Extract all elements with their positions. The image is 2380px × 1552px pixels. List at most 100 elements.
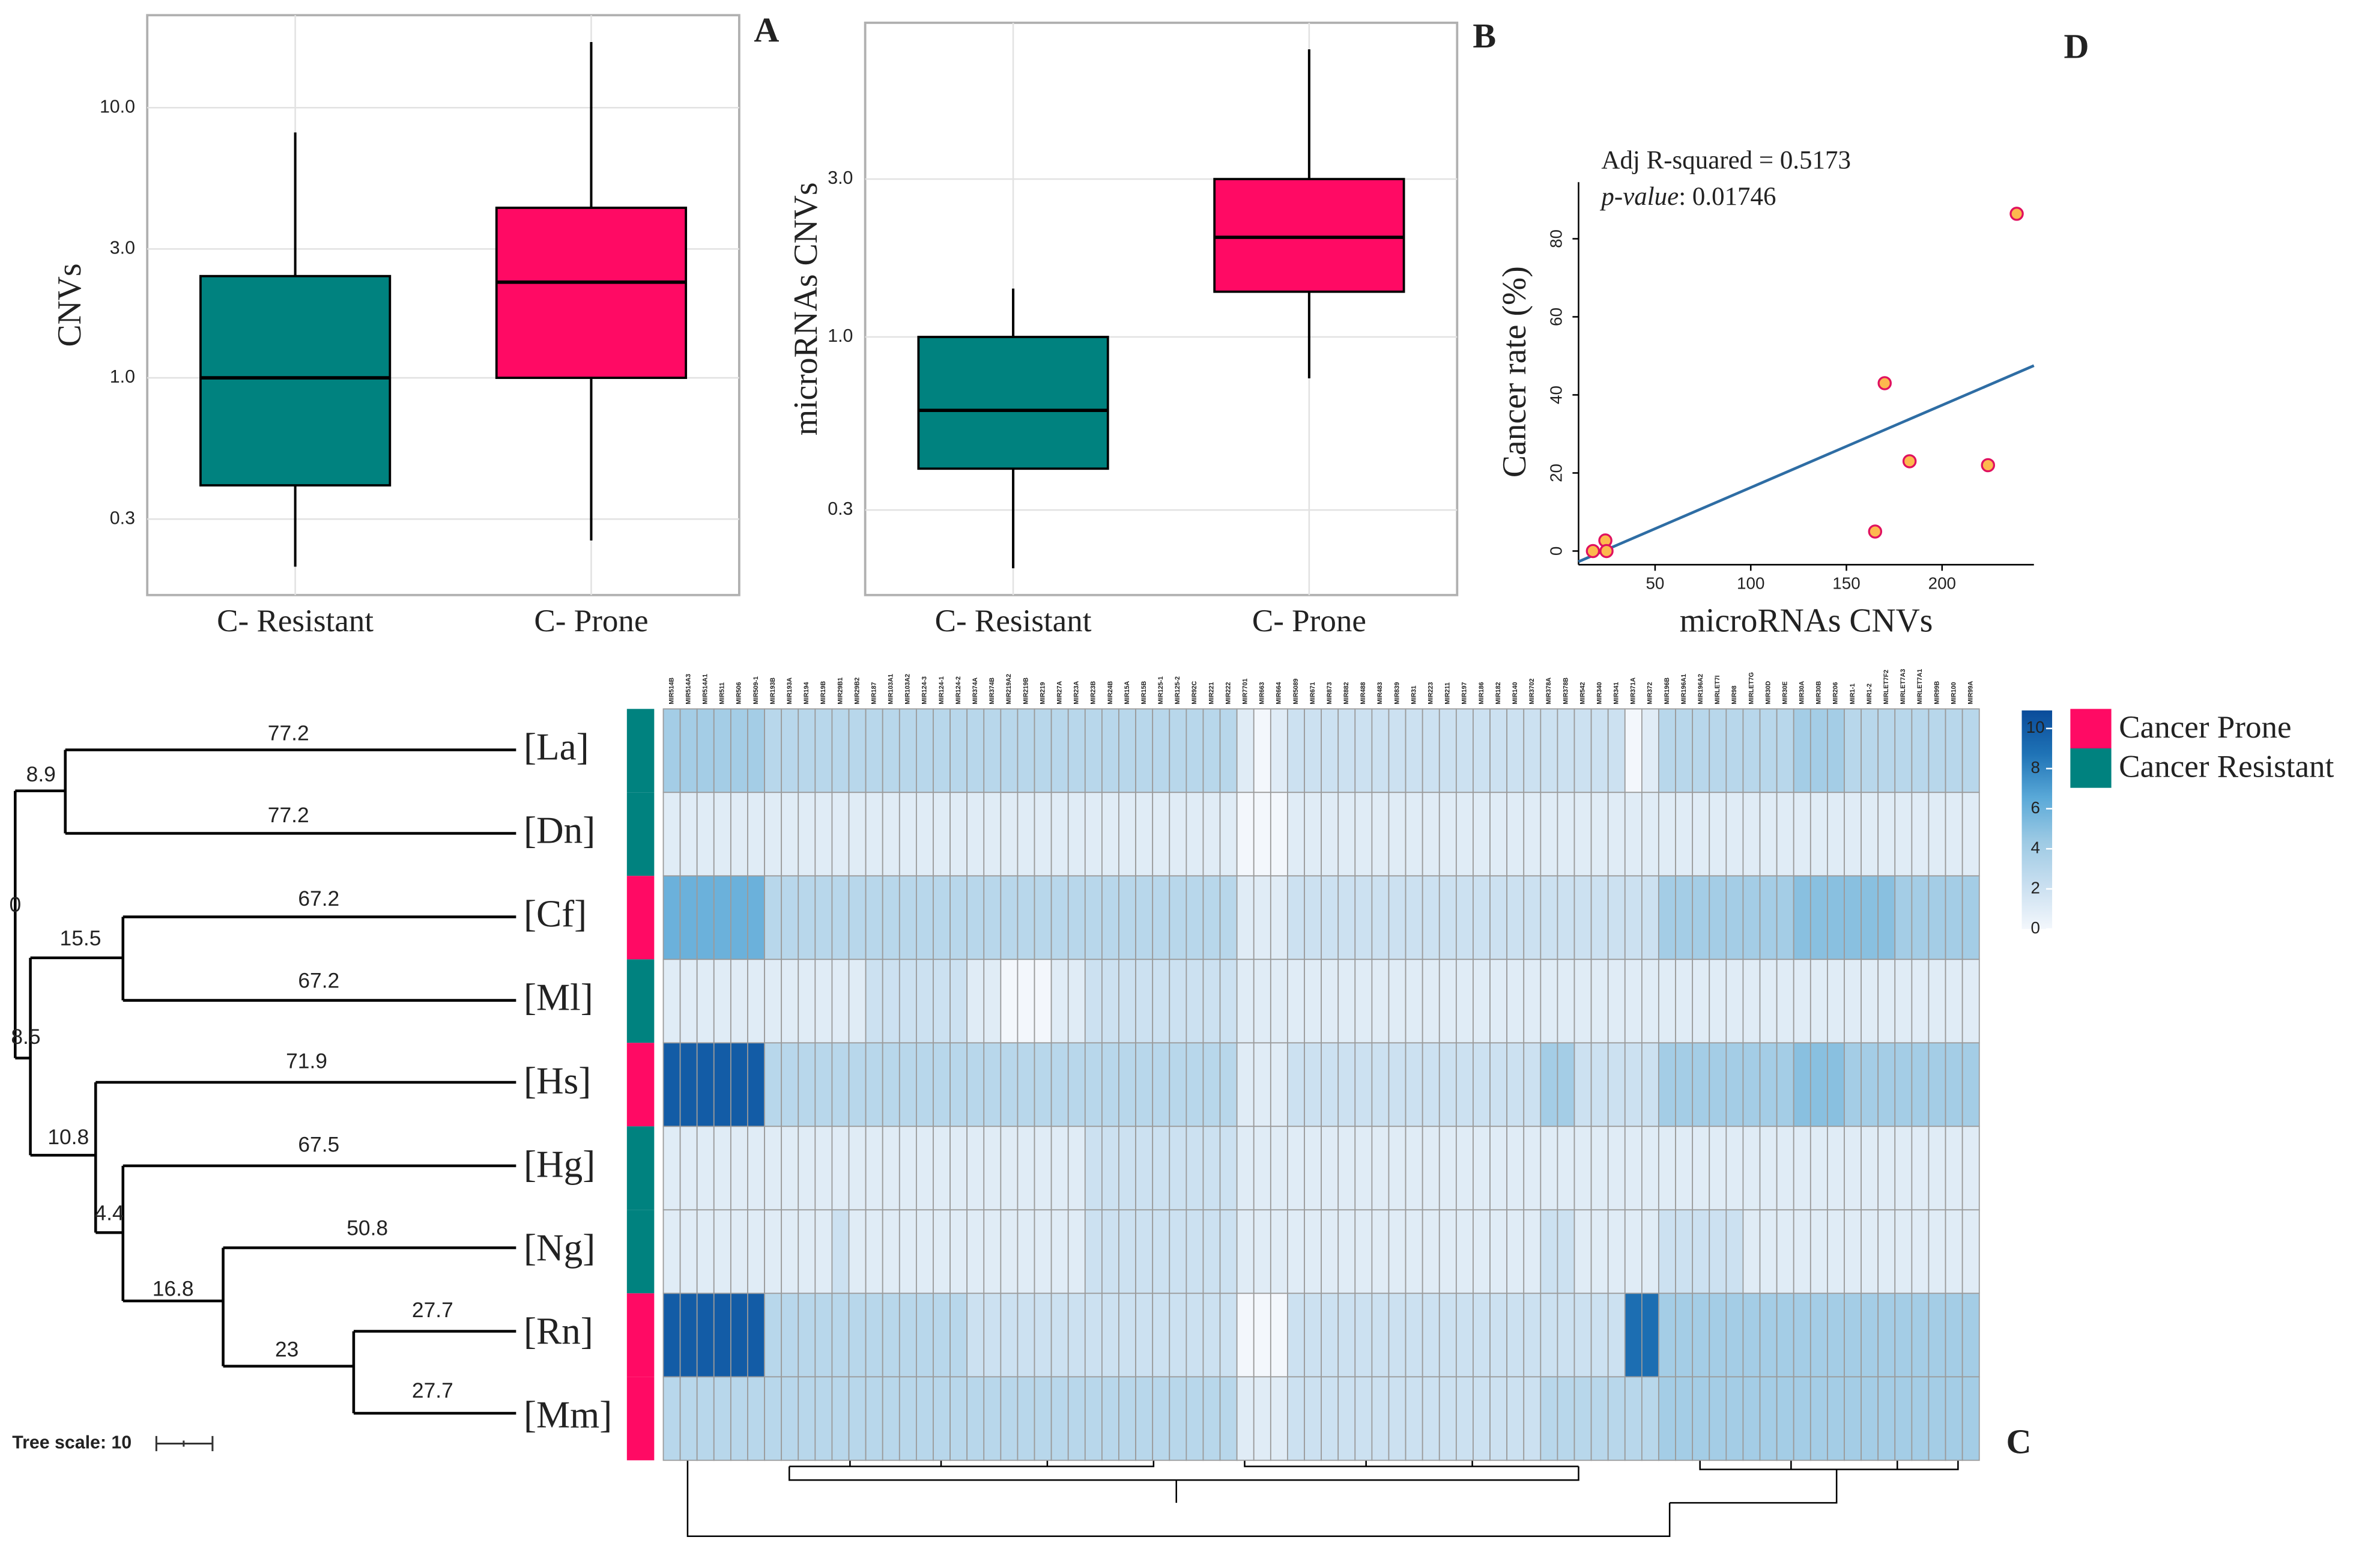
heatmap-cell	[1084, 1293, 1103, 1378]
heatmap-cell	[1422, 1376, 1440, 1461]
p-value: : 0.01746	[1679, 183, 1776, 211]
heatmap-cell	[1034, 1293, 1052, 1378]
column-label: MIR186	[1478, 682, 1485, 704]
heatmap-cell	[1084, 875, 1103, 960]
column-label: MIR506	[736, 682, 743, 704]
heatmap-cell	[662, 875, 681, 960]
heatmap-cell	[1388, 1293, 1407, 1378]
annotation: Adj R-squared = 0.5173	[1601, 146, 1851, 174]
heatmap-cell	[1489, 792, 1508, 877]
column-label: MIR19B	[820, 681, 827, 704]
heatmap-cell	[848, 1376, 867, 1461]
y-tick-label: 0.3	[828, 499, 853, 519]
heatmap-cell	[898, 1042, 917, 1127]
heatmap-cell	[1827, 1209, 1845, 1294]
colorbar	[2021, 710, 2053, 929]
heatmap-cell	[1185, 1209, 1204, 1294]
heatmap-cell	[1759, 792, 1778, 877]
heatmap-cell	[1287, 1376, 1305, 1461]
heatmap-cell	[1928, 1126, 1946, 1211]
heatmap-cell	[1675, 1209, 1694, 1294]
heatmap-cell	[1793, 1042, 1811, 1127]
heatmap-cell	[1607, 1042, 1626, 1127]
heatmap-cell	[814, 875, 833, 960]
heatmap-cell	[1321, 708, 1339, 793]
heatmap-cell	[1489, 1126, 1508, 1211]
heatmap-cell	[1675, 1376, 1694, 1461]
heatmap-cell	[1489, 875, 1508, 960]
heatmap-cell	[1624, 1293, 1643, 1378]
heatmap-cell	[1270, 708, 1288, 793]
heatmap-cell	[1034, 875, 1052, 960]
heatmap-cell	[882, 708, 900, 793]
column-label: MIRLET7F2	[1883, 670, 1890, 705]
heatmap-cell	[814, 1126, 833, 1211]
heatmap-cell	[798, 1209, 816, 1294]
heatmap-cell	[1287, 1293, 1305, 1378]
column-label: MIR30B	[1815, 681, 1823, 704]
branch-length: 8.9	[26, 763, 56, 786]
heatmap-cell	[865, 708, 883, 793]
heatmap-cell	[1759, 959, 1778, 1044]
heatmap-cell	[966, 708, 985, 793]
annotation: p-value: 0.01746	[1599, 183, 1776, 211]
heatmap-cell	[865, 792, 883, 877]
heatmap-cell	[1641, 1293, 1659, 1378]
heatmap-cell	[1675, 708, 1694, 793]
heatmap-cell	[1911, 1376, 1930, 1461]
heatmap-cell	[764, 1126, 783, 1211]
heatmap-cell	[764, 875, 783, 960]
heatmap-cell	[1253, 1376, 1271, 1461]
heatmap-cell	[831, 792, 850, 877]
heatmap-cell	[983, 1376, 1002, 1461]
heatmap-cell	[1169, 1376, 1187, 1461]
heatmap-cell	[1473, 1293, 1491, 1378]
column-label: MIR663	[1259, 682, 1266, 704]
heatmap-cell	[1000, 875, 1019, 960]
column-label: MIR197	[1461, 682, 1468, 704]
heatmap-cell	[848, 1293, 867, 1378]
heatmap-cell	[1135, 792, 1154, 877]
legend-label: Cancer Resistant	[2119, 750, 2334, 784]
heatmap-cell	[1438, 875, 1457, 960]
heatmap-cell	[1675, 792, 1694, 877]
heatmap-cell	[1455, 1126, 1474, 1211]
heatmap-cell	[713, 875, 731, 960]
panel-label: D	[2064, 27, 2089, 66]
heatmap-cell	[1624, 708, 1643, 793]
heatmap-cell	[865, 1042, 883, 1127]
heatmap-cell	[1894, 1209, 1913, 1294]
column-label: MIR222	[1225, 682, 1232, 704]
heatmap-cell	[1692, 1042, 1710, 1127]
heatmap-cell	[1185, 875, 1204, 960]
heatmap-cell	[1489, 1042, 1508, 1127]
heatmap-cell	[933, 1376, 951, 1461]
heatmap-cell	[1438, 1293, 1457, 1378]
x-axis-label: microRNAs CNVs	[1680, 602, 1933, 640]
heatmap-cell	[747, 959, 765, 1044]
heatmap-cell	[679, 1293, 698, 1378]
heatmap-cell	[1270, 1293, 1288, 1378]
heatmap-cell	[1101, 1209, 1119, 1294]
heatmap-cell	[781, 875, 799, 960]
heatmap-cell	[1793, 1209, 1811, 1294]
heatmap-cell	[1861, 792, 1879, 877]
heatmap-cell	[1506, 1293, 1525, 1378]
point	[1585, 544, 1600, 559]
heatmap-cell	[898, 708, 917, 793]
y-tick-label: 60	[1546, 308, 1565, 326]
heatmap-cell	[1219, 1376, 1238, 1461]
y-tick-label: 1.0	[828, 326, 853, 346]
heatmap-cell	[1371, 875, 1390, 960]
heatmap-cell	[966, 1376, 985, 1461]
heatmap-cell	[1034, 792, 1052, 877]
colorbar-tick-label: 8	[2031, 758, 2040, 777]
heatmap-cell	[1219, 959, 1238, 1044]
column-label: MIR219	[1039, 682, 1046, 704]
heatmap-cell	[696, 1126, 715, 1211]
heatmap-cell	[1709, 1376, 1727, 1461]
tree-leaf: [Cf]	[524, 893, 587, 935]
heatmap-cell	[1270, 1376, 1288, 1461]
heatmap-cell	[831, 708, 850, 793]
heatmap-cell	[1557, 1126, 1575, 1211]
